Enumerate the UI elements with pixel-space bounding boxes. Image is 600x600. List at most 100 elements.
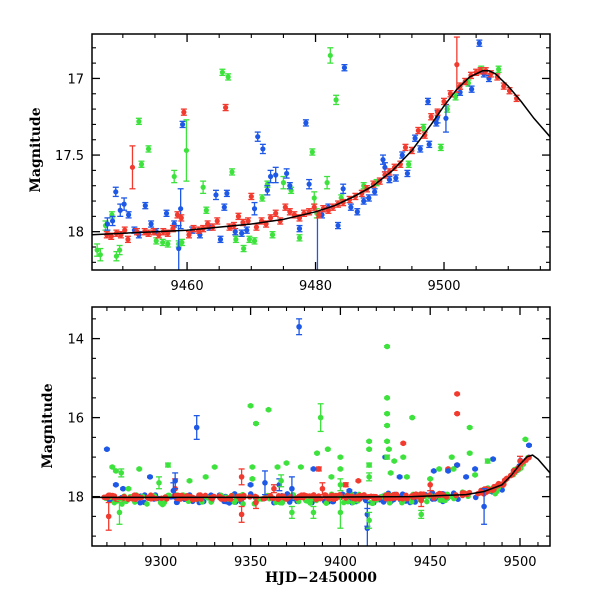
bottom-blue-point-marker: [310, 466, 317, 472]
bottom-red-point: [319, 482, 326, 496]
bottom-red-point-marker: [271, 485, 277, 492]
bottom-green-point-marker: [247, 402, 254, 409]
top-green-point-marker: [153, 238, 159, 244]
top-blue-point-marker: [341, 65, 348, 71]
top-green-point-marker: [183, 147, 190, 154]
top-blue-point-marker: [217, 236, 224, 242]
top-green-point: [280, 175, 287, 190]
bottom-green-baseline-point: [424, 498, 430, 505]
top-blue-point: [112, 186, 119, 198]
bottom-blue-point: [463, 474, 470, 480]
bottom-green-point-marker: [427, 476, 434, 482]
top-green-point-marker: [309, 149, 315, 155]
top-green-point-marker: [324, 180, 330, 186]
top-green-point-marker: [171, 173, 177, 180]
top-blue-point-marker: [273, 172, 279, 178]
top-blue-point-marker: [232, 229, 238, 235]
bottom-green-baseline-point: [369, 500, 376, 507]
bottom-green-point-marker: [253, 420, 259, 427]
top-blue-point: [221, 203, 228, 211]
top-red-point-marker: [501, 83, 507, 89]
top-blue-point-marker: [113, 189, 119, 195]
bottom-model-curve: [92, 454, 550, 499]
bottom-green-point-marker: [116, 509, 123, 516]
bottom-green-point-marker: [186, 478, 193, 484]
bottom-blue-baseline-point: [173, 499, 180, 506]
bottom-green-point-marker: [418, 511, 425, 518]
bottom-green-point-marker: [159, 501, 166, 508]
top-green-point-marker: [200, 184, 206, 190]
top-blue-point-marker: [221, 204, 227, 210]
top-plot-frame: [91, 33, 551, 271]
bottom-green-point: [265, 406, 272, 413]
top-blue-point-marker: [340, 186, 346, 192]
top-data-points: [94, 36, 520, 270]
bottom-green-point: [384, 422, 391, 429]
bottom-green-point-marker: [409, 414, 416, 421]
bottom-green-point-marker: [165, 462, 171, 468]
top-green-point-marker: [117, 247, 123, 253]
top-red-point-marker: [248, 193, 254, 200]
top-blue-point: [217, 235, 224, 244]
top-blue-point: [163, 209, 170, 218]
bottom-blue-point: [396, 474, 403, 480]
top-green-point: [246, 235, 253, 244]
bottom-green-point: [136, 466, 143, 472]
bottom-green-point: [337, 466, 344, 472]
y-tick-label: 14: [67, 333, 84, 348]
bottom-red-baseline-point-marker: [211, 493, 217, 500]
top-blue-point: [347, 203, 354, 211]
bottom-green-point-marker: [436, 466, 442, 472]
bottom-green-point: [391, 458, 398, 464]
bottom-green-point: [337, 454, 344, 460]
top-blue-point: [335, 221, 342, 230]
top-blue-point: [104, 217, 111, 231]
top-red-point-marker: [178, 215, 184, 221]
top-panel: 9460 9480 9500 17 17.5 18 Magnitude: [28, 33, 551, 294]
bottom-green-point: [252, 420, 259, 427]
bottom-blue-point: [112, 481, 119, 488]
top-green-point: [94, 243, 101, 257]
bottom-blue-point: [147, 474, 154, 480]
bottom-red-point: [400, 440, 407, 447]
y-tick-label: 17: [67, 72, 84, 87]
bottom-blue-point-marker: [430, 468, 437, 474]
top-blue-point-marker: [306, 181, 312, 187]
bottom-green-point: [484, 458, 491, 464]
bottom-green-point: [278, 474, 285, 488]
bottom-green-point-marker: [314, 450, 320, 456]
top-green-point: [171, 169, 178, 184]
top-blue-point: [286, 181, 293, 190]
bottom-green-point: [164, 462, 171, 468]
top-blue-point: [179, 120, 186, 129]
top-blue-point-marker: [296, 226, 303, 232]
top-red-point-marker: [273, 210, 279, 216]
bottom-green-baseline-point: [307, 500, 314, 506]
top-blue-point-marker: [399, 152, 405, 158]
top-red-point-marker: [223, 104, 229, 111]
bottom-green-point-marker: [387, 470, 394, 476]
top-green-point-marker: [361, 183, 367, 189]
bottom-blue-point-marker: [463, 474, 469, 480]
bottom-green-point-marker: [466, 424, 473, 431]
bottom-green-point-marker: [249, 464, 256, 470]
bottom-green-point: [384, 395, 391, 401]
top-green-point-marker: [296, 235, 303, 241]
bottom-red-point: [454, 410, 461, 417]
top-blue-point-marker: [366, 195, 372, 201]
bottom-green-point-marker: [136, 466, 143, 472]
bottom-green-point: [247, 402, 254, 409]
top-blue-point-marker: [244, 227, 250, 233]
bottom-blue-point-marker: [296, 323, 302, 330]
bottom-green-point: [366, 446, 373, 453]
bottom-red-baseline-point: [393, 491, 400, 498]
bottom-green-point-marker: [522, 436, 529, 443]
bottom-green-point-marker: [298, 464, 304, 470]
bottom-blue-point: [120, 485, 127, 492]
bottom-green-point-marker: [337, 466, 344, 472]
top-red-point: [311, 203, 318, 211]
bottom-red-point-marker: [427, 481, 434, 488]
top-red-point: [204, 220, 211, 228]
top-blue-point: [296, 224, 303, 233]
bottom-green-point: [112, 468, 119, 474]
